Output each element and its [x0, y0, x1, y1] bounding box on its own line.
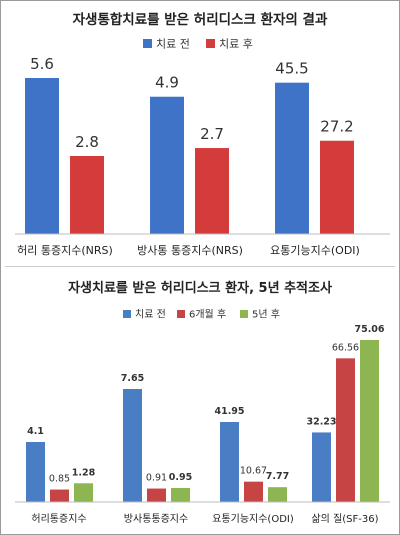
data-label: 5.6	[30, 55, 54, 73]
legend-swatch-before	[143, 39, 152, 48]
legend-label-5years: 5년 후	[252, 309, 280, 321]
data-label: 7.65	[121, 373, 144, 384]
legend-swatch-after	[206, 39, 215, 48]
data-label: 0.95	[169, 472, 192, 483]
bar-5years	[268, 487, 287, 502]
chart-panel-treatment-results: 자생통합치료를 받은 허리디스크 환자의 결과 치료 전 치료 후 5.6 2.8…	[5, 4, 395, 267]
category-label: 삶의 질(SF-36)	[311, 513, 378, 525]
data-label: 4.1	[27, 426, 44, 437]
category-label: 요통기능지수(ODI)	[270, 244, 360, 257]
bar-5years	[171, 487, 190, 502]
data-label: 4.9	[155, 74, 179, 92]
data-label: 41.95	[214, 406, 244, 417]
bar-before	[220, 422, 239, 502]
bar-6months	[244, 481, 263, 502]
category-label: 허리통증지수	[31, 513, 86, 525]
legend-label-after: 치료 후	[219, 38, 253, 51]
data-label: 27.2	[320, 118, 353, 136]
bar-6months	[147, 488, 166, 502]
category-label: 방사통통증지수	[124, 513, 188, 525]
data-label: 1.28	[72, 467, 96, 478]
data-label: 45.5	[275, 60, 308, 78]
data-label: 75.06	[354, 324, 384, 335]
data-label: 2.8	[75, 133, 99, 151]
legend-swatch-5years	[240, 310, 248, 318]
category-label: 방사통 통증지수(NRS)	[137, 244, 243, 257]
bar-before	[123, 389, 142, 502]
data-label: 0.91	[146, 473, 167, 484]
chart-title: 자생치료를 받은 허리디스크 환자, 5년 추적조사	[68, 280, 332, 296]
bar-before	[26, 442, 45, 502]
data-label: 2.7	[200, 125, 224, 143]
legend-swatch-before	[123, 310, 131, 318]
chart-panel-five-year-followup: 자생치료를 받은 허리디스크 환자, 5년 추적조사 치료 전 6개월 후 5년…	[5, 271, 395, 531]
bar-after	[70, 156, 104, 234]
bar-6months	[50, 489, 69, 502]
bar-after	[195, 148, 229, 234]
category-label: 요통기능지수(ODI)	[212, 513, 294, 525]
treatment-results-chart: 자생통합치료를 받은 허리디스크 환자의 결과 치료 전 치료 후 5.6 2.8…	[15, 11, 390, 257]
data-label: 66.56	[332, 342, 359, 353]
chart-title: 자생통합치료를 받은 허리디스크 환자의 결과	[73, 11, 328, 28]
category-label: 허리 통증지수(NRS)	[17, 244, 113, 257]
data-label: 32.23	[306, 416, 336, 427]
bar-5years	[360, 340, 379, 502]
legend-label-before: 치료 전	[156, 38, 190, 51]
bar-before	[275, 82, 309, 235]
bar-before	[25, 78, 59, 234]
five-year-followup-chart: 자생치료를 받은 허리디스크 환자, 5년 추적조사 치료 전 6개월 후 5년…	[15, 280, 390, 525]
data-label: 10.67	[240, 466, 267, 477]
data-label: 0.85	[49, 474, 70, 485]
bar-before	[312, 432, 331, 502]
bar-6months	[336, 358, 355, 502]
bar-before	[150, 96, 184, 234]
bar-5years	[74, 483, 93, 502]
data-label: 7.77	[266, 471, 289, 482]
bar-after	[320, 140, 354, 234]
legend-label-6months: 6개월 후	[189, 309, 226, 321]
legend-swatch-6months	[177, 310, 185, 318]
legend-label-before: 치료 전	[135, 309, 166, 321]
